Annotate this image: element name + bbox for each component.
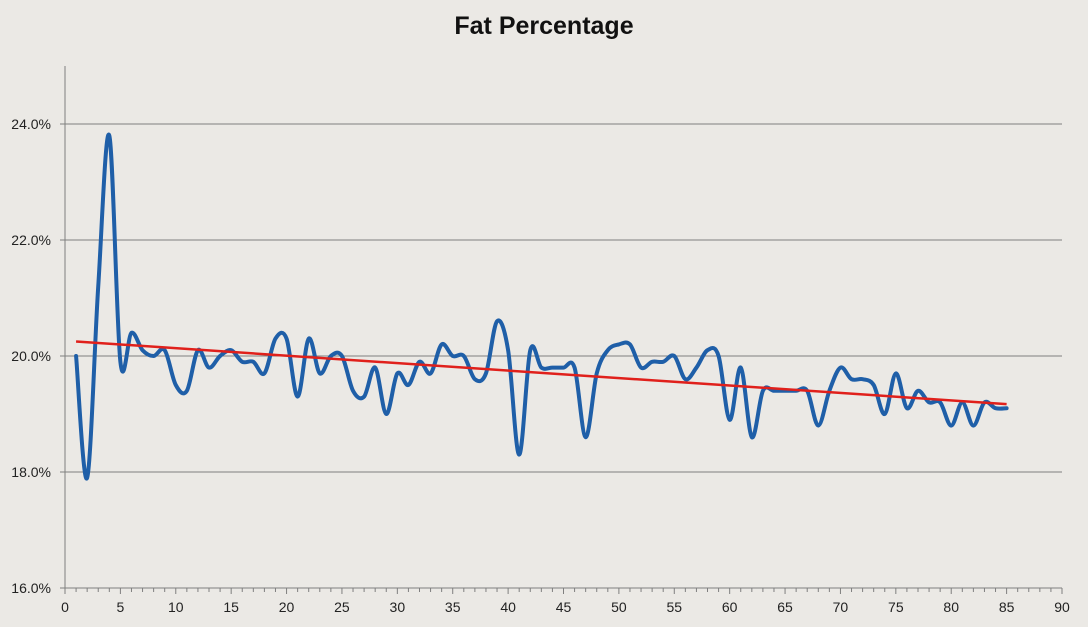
fat-percentage-line: [74, 132, 1009, 481]
x-tick-label: 30: [390, 599, 406, 615]
x-tick-label: 50: [611, 599, 627, 615]
trend-line: [75, 340, 1007, 406]
x-tick-label: 25: [334, 599, 350, 615]
x-tick-label: 40: [500, 599, 516, 615]
x-tick-label: 65: [777, 599, 793, 615]
y-tick-label: 22.0%: [11, 232, 51, 248]
y-axis-ticks: 16.0% 18.0% 20.0% 22.0% 24.0%: [11, 116, 65, 596]
x-tick-label: 20: [279, 599, 295, 615]
x-tick-label: 85: [999, 599, 1015, 615]
y-tick-label: 24.0%: [11, 116, 51, 132]
x-tick-label: 10: [168, 599, 184, 615]
x-tick-label: 75: [888, 599, 904, 615]
x-tick-label: 70: [833, 599, 849, 615]
x-tick-label: 80: [943, 599, 959, 615]
y-tick-label: 20.0%: [11, 348, 51, 364]
series-layer: [74, 132, 1009, 481]
x-tick-label: 90: [1054, 599, 1070, 615]
x-tick-label: 15: [223, 599, 239, 615]
y-tick-label: 18.0%: [11, 464, 51, 480]
gridlines: [65, 123, 1062, 473]
axes: [64, 66, 1062, 589]
y-tick-label: 16.0%: [11, 580, 51, 596]
x-tick-label: 5: [116, 599, 124, 615]
x-axis-ticks: 0 5 10 15 20 25 30 35 40 45 50 55 60 65 70 75 80 85 90: [61, 588, 1070, 615]
x-tick-label: 45: [556, 599, 572, 615]
chart-title: Fat Percentage: [454, 12, 634, 40]
x-tick-label: 55: [666, 599, 682, 615]
x-tick-label: 0: [61, 599, 69, 615]
x-tick-label: 35: [445, 599, 461, 615]
x-tick-label: 60: [722, 599, 738, 615]
